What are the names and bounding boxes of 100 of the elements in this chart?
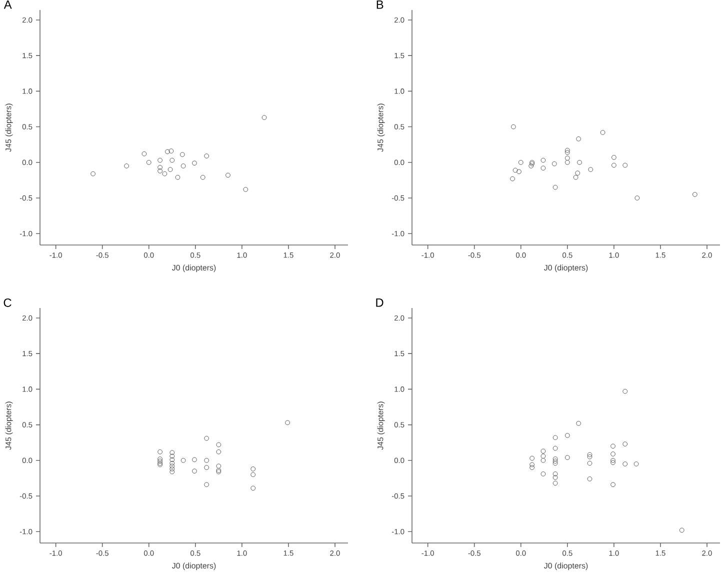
point [168, 148, 174, 154]
point [512, 168, 518, 173]
point [170, 457, 175, 462]
point [587, 476, 592, 482]
point [540, 454, 546, 459]
point [192, 457, 197, 462]
point [216, 442, 222, 448]
point [204, 436, 210, 441]
point [516, 169, 522, 174]
point [530, 462, 534, 468]
point [90, 171, 96, 176]
point [600, 130, 606, 135]
point [518, 160, 524, 165]
point [575, 170, 580, 176]
point [165, 149, 170, 154]
point [577, 160, 582, 165]
point [226, 172, 230, 178]
point [530, 456, 534, 461]
point [170, 466, 175, 472]
point [634, 462, 639, 466]
point [552, 458, 558, 464]
point [204, 458, 210, 463]
point [564, 455, 570, 460]
point [528, 164, 534, 168]
point [192, 468, 197, 474]
point [540, 158, 546, 163]
point [540, 471, 546, 476]
point [552, 480, 558, 486]
point [180, 164, 186, 168]
point [216, 464, 222, 469]
point [158, 449, 162, 454]
point [610, 458, 616, 463]
point [170, 454, 175, 459]
point [530, 465, 534, 470]
chart-title: C [4, 298, 12, 307]
point [124, 164, 129, 168]
point [552, 475, 558, 480]
point [540, 166, 546, 171]
point [610, 452, 616, 456]
point [622, 442, 628, 446]
point [576, 136, 582, 142]
point [552, 435, 558, 440]
chart-title: A [4, 0, 12, 9]
chart-title: B [376, 0, 384, 9]
point [285, 420, 290, 426]
point [564, 160, 570, 165]
point [576, 420, 582, 426]
point [564, 433, 570, 438]
point [587, 452, 592, 458]
point [622, 462, 628, 466]
point [250, 466, 256, 472]
point [552, 446, 558, 451]
point [679, 528, 684, 533]
point [180, 458, 186, 463]
point [200, 174, 206, 180]
point [170, 450, 175, 456]
point [170, 469, 175, 474]
point [204, 465, 210, 470]
point [510, 124, 516, 130]
point [175, 174, 180, 180]
point [552, 471, 558, 476]
point [158, 164, 162, 170]
point [180, 152, 185, 158]
point [204, 482, 210, 488]
point [168, 167, 173, 172]
point [611, 162, 616, 168]
point [564, 148, 570, 153]
point [243, 187, 248, 192]
point [204, 154, 210, 158]
point [162, 171, 168, 176]
point [170, 158, 175, 163]
point [634, 196, 640, 200]
point [622, 162, 628, 168]
point [692, 192, 698, 197]
point [250, 472, 256, 478]
point [552, 460, 558, 466]
point [552, 456, 558, 462]
point [170, 460, 175, 466]
point [611, 154, 616, 160]
point [510, 176, 515, 182]
point [564, 150, 570, 155]
point [158, 158, 162, 163]
point [588, 167, 594, 172]
point [552, 184, 558, 190]
point [573, 174, 578, 180]
point [216, 449, 222, 454]
point [587, 460, 592, 466]
point [622, 388, 628, 394]
point [610, 444, 616, 449]
point [540, 458, 546, 463]
chart-title: D [376, 298, 384, 307]
point [146, 160, 152, 165]
point [610, 460, 616, 465]
point [587, 454, 592, 460]
point [192, 160, 197, 166]
point [540, 448, 546, 454]
point [610, 482, 616, 488]
point [262, 115, 267, 120]
point [250, 486, 256, 491]
point [158, 458, 162, 464]
